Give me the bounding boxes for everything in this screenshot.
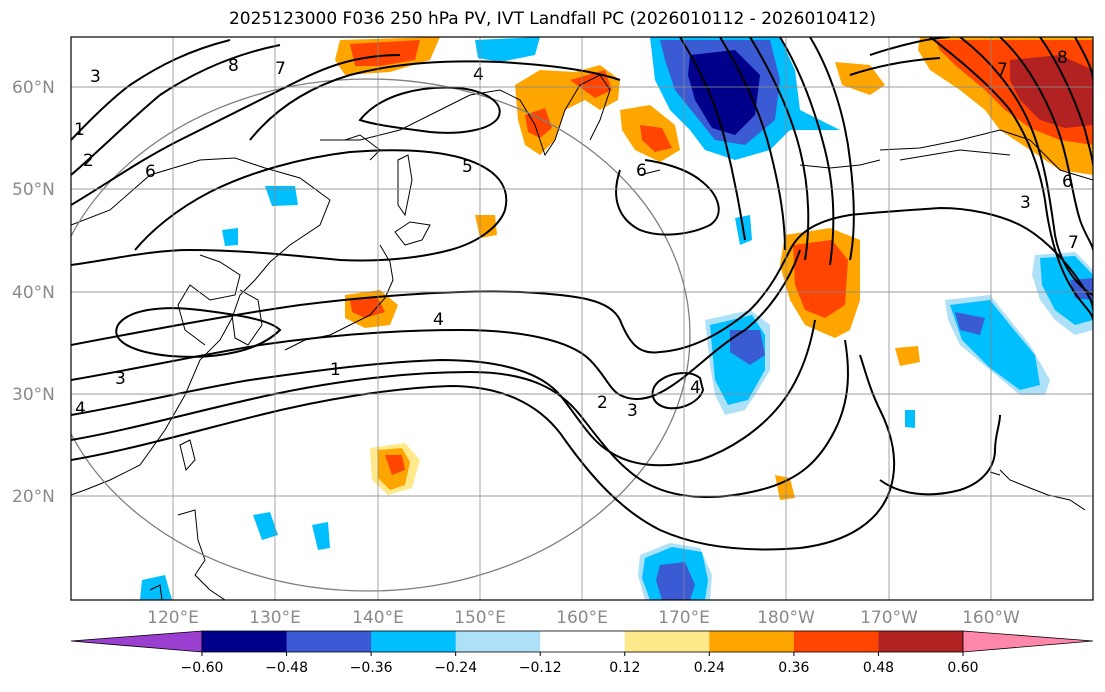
contour-label: 1 (74, 120, 85, 140)
map-border (70, 36, 1094, 601)
colorbar-tick-label: −0.24 (434, 660, 477, 676)
contour-label: 3 (90, 67, 101, 87)
lat-label: 20°N (12, 487, 55, 507)
contour-label: 4 (473, 65, 484, 85)
colorbar-cell (709, 631, 795, 652)
lon-label: 170°E (658, 608, 710, 628)
colorbar-cell (371, 631, 457, 652)
lon-label: 170°W (860, 608, 918, 628)
pv-contours (71, 37, 1093, 551)
contour-label: 3 (627, 401, 638, 421)
contour-label: 2 (83, 151, 94, 171)
contour-label: 5 (462, 157, 473, 177)
colorbar-cell (793, 631, 879, 652)
contour-label: 4 (433, 310, 444, 330)
lon-axis: 120°E 130°E 140°E 150°E 160°E 170°E 180°… (147, 608, 1020, 628)
colorbar-cell (455, 631, 541, 652)
colorbar-cell (202, 631, 288, 652)
colorbar-cell (624, 631, 710, 652)
contour-label-group: 8 7 6 4 3 2 1 5 4 1 2 3 4 6 8 7 6 3 7 3 … (74, 48, 1079, 421)
lon-label: 130°E (249, 608, 301, 628)
lon-label: 150°E (454, 608, 506, 628)
colorbar-tick-label: 0.60 (947, 660, 978, 676)
lon-label: 180°W (757, 608, 815, 628)
lat-label: 50°N (12, 180, 55, 200)
contour-label: 1 (330, 360, 341, 380)
lon-label: 140°E (352, 608, 404, 628)
colorbar-tick-label: −0.60 (181, 660, 224, 676)
lon-label: 120°E (147, 608, 199, 628)
colorbar-extend-right (962, 630, 1094, 653)
lat-label: 30°N (12, 385, 55, 405)
contour-label: 7 (275, 59, 286, 79)
contour-label: 8 (1057, 48, 1068, 68)
contour-label: 4 (75, 399, 86, 419)
lon-label: 160°E (556, 608, 608, 628)
lat-label: 40°N (12, 283, 55, 303)
contour-label: 4 (690, 378, 701, 398)
colorbar-tick-label: −0.12 (519, 660, 562, 676)
colorbar-tick-label: 0.12 (609, 660, 640, 676)
contour-label: 8 (228, 56, 239, 76)
radius-circle (71, 78, 691, 592)
contour-label: 2 (597, 393, 608, 413)
colorbar-tick-label: −0.48 (265, 660, 308, 676)
contour-label: 3 (115, 369, 126, 389)
contour-label: 6 (1062, 172, 1073, 192)
contour-label: 7 (1068, 233, 1079, 253)
lon-label: 160°W (962, 608, 1020, 628)
graticule (71, 37, 1093, 600)
lat-label: 60°N (12, 78, 55, 98)
colorbar-cell (286, 631, 372, 652)
colorbar-cell (878, 631, 964, 652)
contour-label: 7 (997, 60, 1008, 80)
contour-label: 3 (1020, 193, 1031, 213)
colorbar-tick-label: 0.36 (778, 660, 809, 676)
colorbar-tick-label: 0.48 (863, 660, 894, 676)
colorbar-tick-label: −0.36 (350, 660, 393, 676)
colorbar: −0.60 −0.48 −0.36 −0.24 −0.12 0.12 0.24 0.36 0.4… (70, 630, 1094, 676)
contour-label: 6 (145, 162, 156, 182)
contour-label: 6 (636, 161, 647, 181)
colorbar-tick-label: 0.24 (694, 660, 725, 676)
coastlines (71, 74, 1093, 600)
map-title: 2025123000 F036 250 hPa PV, IVT Landfall… (228, 9, 876, 29)
colorbar-cell (540, 631, 626, 652)
colorbar-extend-left (70, 630, 203, 653)
lat-axis: 60°N 50°N 40°N 30°N 20°N (12, 78, 55, 507)
